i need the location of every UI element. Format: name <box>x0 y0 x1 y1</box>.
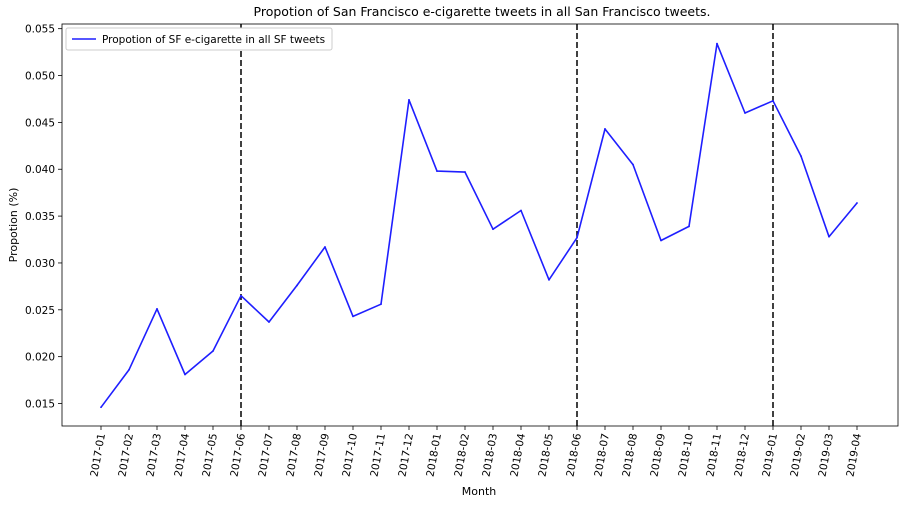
x-tick-label: 2018-04 <box>509 432 528 478</box>
x-tick-label: 2017-10 <box>341 432 360 477</box>
x-tick-label: 2017-12 <box>397 432 416 477</box>
data-point <box>800 155 802 158</box>
y-tick-label: 0.020 <box>25 352 55 364</box>
x-tick-label: 2019-04 <box>845 432 864 478</box>
chart-title: Propotion of San Francisco e-cigarette t… <box>254 4 711 19</box>
x-tick-label: 2017-07 <box>257 432 276 477</box>
data-point <box>632 163 634 166</box>
x-tick-label: 2017-03 <box>145 432 164 477</box>
x-axis-title: Month <box>462 485 497 498</box>
data-point <box>212 350 214 352</box>
y-tick-label: 0.035 <box>25 211 55 223</box>
y-tick-label: 0.045 <box>25 117 55 129</box>
y-tick-label: 0.055 <box>25 24 55 36</box>
x-tick-label: 2018-11 <box>705 432 724 477</box>
x-tick-label: 2018-01 <box>425 432 444 477</box>
data-point <box>436 170 438 173</box>
x-tick-label: 2018-12 <box>733 432 752 477</box>
data-point <box>184 373 186 376</box>
legend-box <box>65 27 333 51</box>
data-point <box>408 99 410 101</box>
data-point <box>716 42 718 45</box>
x-tick-label: 2018-06 <box>565 432 584 478</box>
data-point <box>380 303 382 306</box>
data-point <box>520 209 522 212</box>
series-line <box>100 42 858 408</box>
y-tick-label: 0.040 <box>25 164 55 176</box>
data-point <box>744 112 746 114</box>
data-point <box>576 236 578 239</box>
y-axis-title: Propotion (%) <box>7 188 20 263</box>
data-point <box>772 99 774 102</box>
data-point <box>604 128 606 130</box>
x-tick-label: 2018-09 <box>649 432 668 477</box>
x-axis: 2017-01 2017-02 2017-03 2017-04 2017-05 2017-… <box>89 426 864 478</box>
x-tick-label: 2019-03 <box>817 432 836 477</box>
data-point <box>128 368 130 371</box>
x-tick-label: 2018-05 <box>537 432 556 477</box>
data-point <box>156 307 158 310</box>
x-tick-label: 2017-02 <box>117 432 136 477</box>
y-axis: 0.015 0.020 0.025 0.030 0.035 0.040 0.045 0.050… <box>25 24 62 411</box>
data-point <box>688 225 690 228</box>
x-tick-label: 2017-05 <box>201 432 220 477</box>
x-tick-label: 2018-08 <box>621 432 640 477</box>
x-tick-label: 2018-02 <box>453 432 472 477</box>
y-tick-label: 0.050 <box>25 71 55 83</box>
data-point <box>296 284 298 287</box>
series-group <box>100 42 858 409</box>
x-tick-label: 2017-08 <box>285 432 304 477</box>
x-tick-label: 2017-01 <box>89 432 108 477</box>
data-point <box>352 315 354 318</box>
x-tick-label: 2018-10 <box>677 432 696 477</box>
data-point <box>100 406 102 409</box>
data-point <box>268 321 270 323</box>
x-tick-label: 2018-07 <box>593 432 612 477</box>
data-point <box>240 294 242 297</box>
x-tick-label: 2019-01 <box>761 432 780 477</box>
x-tick-label: 2017-06 <box>229 432 248 478</box>
data-point <box>548 278 550 281</box>
y-tick-label: 0.015 <box>25 399 55 411</box>
y-tick-label: 0.025 <box>25 305 55 317</box>
x-tick-label: 2017-09 <box>313 432 332 477</box>
x-tick-label: 2017-11 <box>369 432 388 477</box>
legend: Propotion of SF e-cigarette in all SF tw… <box>65 27 333 51</box>
data-point <box>324 246 326 248</box>
x-tick-label: 2018-03 <box>481 432 500 477</box>
reference-lines <box>240 24 774 426</box>
plot-area <box>61 23 899 427</box>
legend-label: Propotion of SF e-cigarette in all SF tw… <box>102 34 325 46</box>
data-point <box>828 235 830 238</box>
x-tick-label: 2019-02 <box>789 432 808 477</box>
data-point <box>660 239 662 242</box>
data-point <box>856 202 858 204</box>
x-tick-label: 2017-04 <box>173 432 192 478</box>
data-point <box>464 171 466 173</box>
y-tick-label: 0.030 <box>25 258 55 270</box>
data-point <box>492 228 494 231</box>
